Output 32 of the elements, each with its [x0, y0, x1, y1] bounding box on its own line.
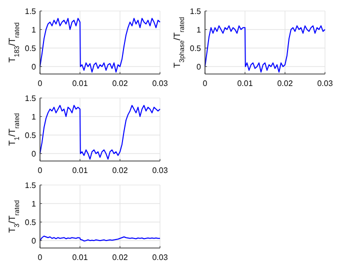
x-tick-label: 0.03	[317, 79, 334, 88]
y-tick-label: 0	[196, 62, 202, 72]
x-tick-label: 0.01	[72, 79, 88, 88]
y-tick-label: 0.5	[190, 44, 202, 54]
y-tick-label: 0.5	[24, 44, 37, 54]
y-tick-label: 0	[32, 150, 37, 159]
x-tick-label: 0	[38, 166, 43, 175]
x-tick-label: 0.03	[152, 79, 168, 88]
y-tick-label: 1.5	[24, 94, 37, 103]
x-tick-label: 0.02	[112, 166, 128, 175]
x-tick-label: 0.02	[277, 79, 294, 88]
y-tick-label: 1	[32, 26, 37, 35]
y-tick-label: 1	[32, 112, 37, 122]
x-tick-label: 0.01	[237, 79, 254, 88]
y-tick-label: 0	[32, 236, 37, 246]
x-tick-label: 0.02	[112, 79, 128, 88]
x-tick-label: 0.03	[152, 253, 168, 262]
y-tick-label: 0.5	[24, 218, 37, 228]
y-tick-label: 1.5	[24, 181, 37, 190]
x-tick-label: 0	[38, 79, 43, 88]
y-tick-label: 1.5	[24, 7, 37, 16]
x-tick-label: 0	[38, 253, 43, 262]
x-tick-label: 0.01	[72, 253, 88, 262]
y-tick-label: 1	[196, 26, 202, 35]
x-tick-label: 0	[202, 79, 208, 88]
y-tick-label: 0	[32, 62, 37, 72]
y-tick-label: 0.5	[24, 131, 37, 140]
x-tick-label: 0.01	[72, 166, 88, 175]
y-tick-label: 1.5	[190, 7, 202, 16]
y-tick-label: 1	[32, 200, 37, 209]
x-tick-label: 0.03	[152, 166, 168, 175]
x-tick-label: 0.02	[112, 253, 128, 262]
